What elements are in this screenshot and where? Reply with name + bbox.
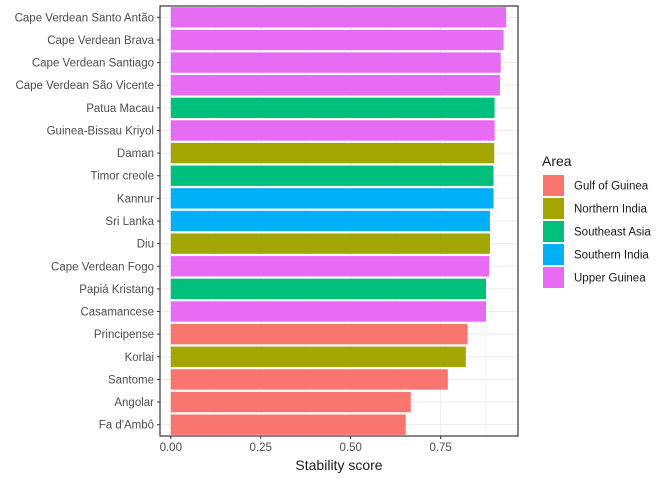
bar [170, 210, 490, 232]
y-tick-label: Fa d'Ambô [99, 420, 154, 432]
y-tick-label: Sri Lanka [105, 216, 154, 228]
y-tick-label: Patua Macau [86, 103, 154, 115]
bar [170, 188, 494, 209]
legend-label: Gulf of Guinea [574, 181, 649, 193]
legend-label: Northern India [574, 204, 647, 216]
legend-label: Southern India [574, 250, 649, 262]
bar [170, 301, 486, 322]
y-tick-label: Daman [117, 148, 154, 160]
bars-group [159, 5, 519, 437]
bar [170, 278, 486, 300]
bar [170, 29, 504, 51]
y-tick-label: Diu [137, 239, 154, 251]
bar [170, 391, 411, 413]
y-tick-label: Kannur [117, 193, 154, 205]
y-tick-label: Papiá Kristang [79, 284, 154, 296]
bar [170, 256, 490, 277]
x-tick-label: 0.50 [339, 442, 361, 454]
y-tick-label: Timor creole [91, 171, 154, 183]
y-tick-label: Cape Verdean Brava [47, 35, 154, 47]
y-tick-label: Cape Verdean São Vicente [15, 80, 154, 92]
legend-swatch [543, 244, 564, 265]
y-tick-label: Cape Verdean Fogo [51, 261, 154, 273]
legend-label: Southeast Asia [574, 227, 651, 239]
bar [170, 75, 501, 96]
y-tick-label: Angolar [114, 397, 154, 409]
legend-swatch [543, 221, 564, 242]
bar [170, 142, 495, 164]
x-tick-labels: 0.00 0.25 0.50 0.75 [160, 442, 452, 454]
legend-label: Upper Guinea [574, 273, 646, 285]
x-tick-label: 0.00 [160, 442, 182, 454]
x-tick-label: 0.25 [250, 442, 272, 454]
bar [170, 369, 448, 390]
bar [170, 346, 466, 367]
y-tick-label: Casamancese [80, 307, 154, 319]
x-tick-label: 0.75 [429, 442, 451, 454]
y-tick-label: Cape Verdean Santiago [32, 58, 154, 70]
legend-swatch [543, 267, 564, 288]
bar [170, 323, 468, 345]
bar [170, 233, 490, 254]
legend-swatch [543, 198, 564, 219]
y-tick-labels: Cape Verdean Santo Antão Cape Verdean Bra… [15, 12, 155, 431]
legend-title: Area [542, 153, 572, 169]
y-tick-label: Santome [108, 374, 154, 386]
bar [170, 52, 501, 73]
x-axis-title: Stability score [295, 457, 382, 473]
legend: Area Gulf of Guinea Northern India Southea… [542, 153, 651, 289]
x-tick-marks [170, 436, 442, 439]
bar [170, 7, 507, 28]
bar [170, 120, 495, 141]
bar [170, 97, 495, 119]
y-tick-label: Principense [94, 329, 154, 341]
y-tick-label: Korlai [125, 352, 154, 364]
bar [170, 165, 494, 186]
y-tick-marks [157, 16, 160, 426]
legend-swatch [543, 175, 564, 196]
y-tick-label: Guinea-Bissau Kriyol [47, 125, 154, 137]
bar [170, 414, 406, 435]
y-tick-label: Cape Verdean Santo Antão [15, 12, 154, 24]
